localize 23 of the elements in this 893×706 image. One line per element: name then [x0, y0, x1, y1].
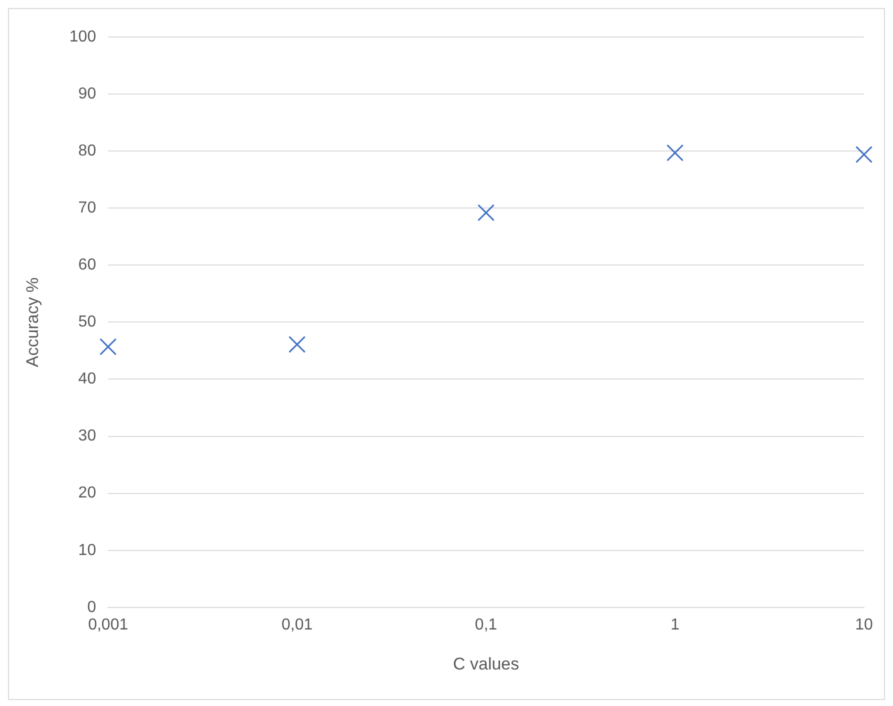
- y-tick-label: 40: [78, 370, 96, 388]
- y-tick-label: 70: [78, 200, 96, 217]
- point: [855, 146, 873, 164]
- y-tick-label: 90: [78, 85, 96, 102]
- x-tick-label: 0,001: [88, 616, 128, 634]
- point: [100, 338, 117, 356]
- point: [666, 144, 684, 162]
- y-tick-label: 50: [78, 314, 96, 331]
- y-tick-label: 0: [87, 598, 96, 616]
- x-tick-label: 10: [855, 616, 873, 634]
- x-axis-title: C values: [452, 654, 520, 674]
- y-axis-title: Accuracy %: [22, 277, 42, 368]
- y-tick-label: 80: [78, 142, 96, 160]
- y-tick-label: 100: [69, 28, 96, 46]
- point: [288, 336, 306, 354]
- x-tick-label: 0,1: [474, 616, 498, 634]
- x-tick-label: 1: [670, 616, 680, 634]
- x-tick-label: 0,01: [282, 616, 313, 634]
- y-tick-label: 20: [78, 484, 96, 502]
- point: [477, 204, 495, 222]
- y-tick-label: 30: [78, 428, 96, 445]
- y-tick-label: 10: [78, 542, 96, 559]
- y-tick-label: 60: [78, 256, 96, 274]
